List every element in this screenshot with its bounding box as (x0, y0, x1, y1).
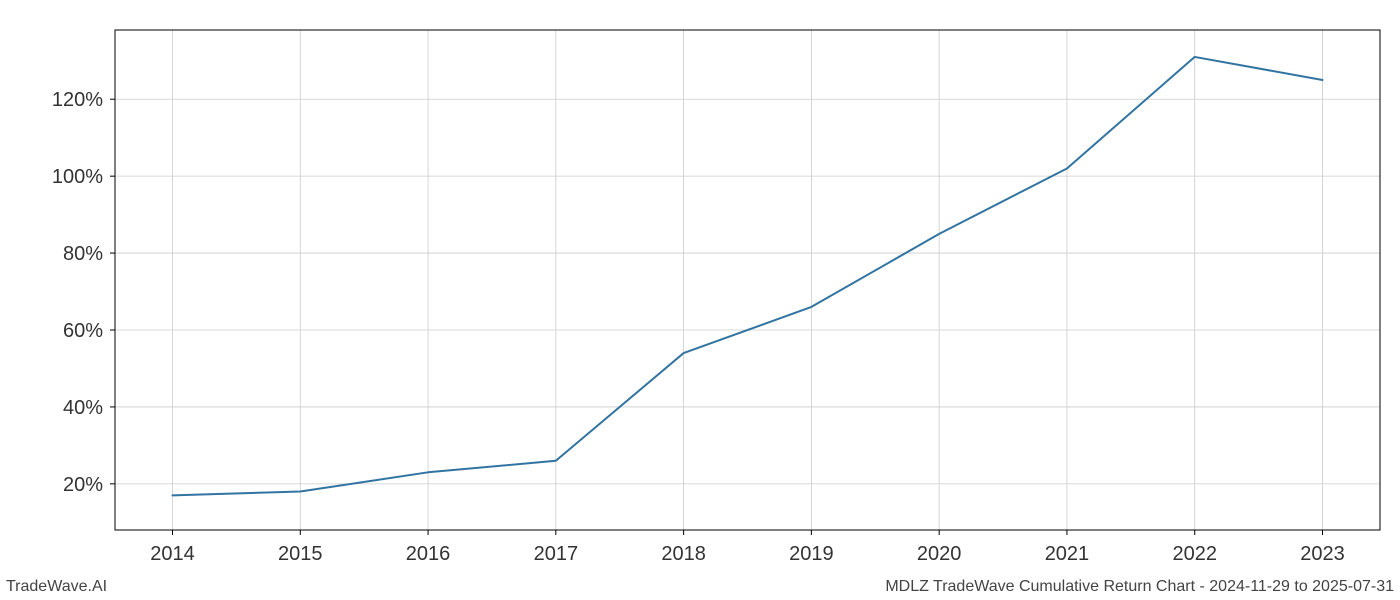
x-tick-label: 2019 (789, 543, 834, 565)
footer-brand: TradeWave.AI (6, 578, 107, 596)
x-tick-label: 2014 (150, 543, 195, 565)
y-tick-label: 120% (52, 89, 103, 111)
y-tick-label: 20% (63, 474, 103, 496)
y-tick-label: 40% (63, 397, 103, 419)
x-tick-label: 2017 (534, 543, 579, 565)
x-tick-label: 2023 (1300, 543, 1345, 565)
x-tick-label: 2015 (278, 543, 323, 565)
x-tick-label: 2021 (1045, 543, 1090, 565)
chart-container: 2014 2015 2016 2017 2018 2019 2020 2021 2022 2023… (0, 0, 1400, 600)
x-tick-label: 2018 (661, 543, 706, 565)
x-tick-label: 2022 (1172, 543, 1217, 565)
x-tick-label: 2020 (917, 543, 962, 565)
y-tick-label: 80% (63, 243, 103, 265)
y-tick-label: 60% (63, 320, 103, 342)
line-chart: 2014 2015 2016 2017 2018 2019 2020 2021 2022 2023… (0, 0, 1400, 600)
y-tick-label: 100% (52, 166, 103, 188)
footer-caption: MDLZ TradeWave Cumulative Return Chart -… (885, 578, 1394, 596)
x-tick-label: 2016 (406, 543, 451, 565)
